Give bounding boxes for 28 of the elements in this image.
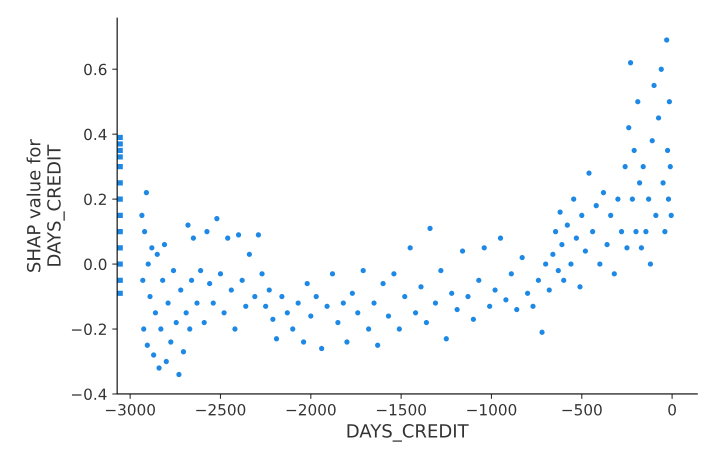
y-tick-label: −0.2	[72, 324, 106, 336]
x-tick-label: −2000	[286, 404, 336, 416]
x-tick-label: −1000	[467, 404, 516, 416]
point	[118, 212, 123, 218]
point	[118, 278, 123, 283]
y-tick-label: −0.4	[72, 388, 107, 400]
y-tick-label: 0.0	[84, 258, 106, 270]
y-tick-label: 0.2	[84, 194, 106, 206]
point	[118, 141, 123, 147]
x-tick-label: −2500	[196, 404, 246, 416]
y-tick-label: 0.4	[84, 128, 107, 140]
x-tick-label: −1500	[376, 404, 426, 416]
point	[118, 180, 123, 186]
point	[118, 229, 123, 234]
point	[118, 261, 123, 267]
point	[118, 148, 123, 154]
x-tick-label: 0	[668, 404, 676, 416]
point	[118, 245, 123, 250]
y-axis-title: SHAP value for DAYS_CREDIT	[26, 139, 65, 272]
point	[118, 196, 123, 202]
x-tick-label: −500	[562, 404, 602, 416]
y-tick-label: 0.6	[84, 64, 106, 76]
point	[118, 134, 123, 140]
x-tick-label: −3000	[106, 404, 155, 416]
point	[118, 164, 123, 170]
point	[118, 154, 123, 160]
x-axis-title: DAYS_CREDIT	[348, 424, 469, 442]
point	[118, 290, 123, 296]
